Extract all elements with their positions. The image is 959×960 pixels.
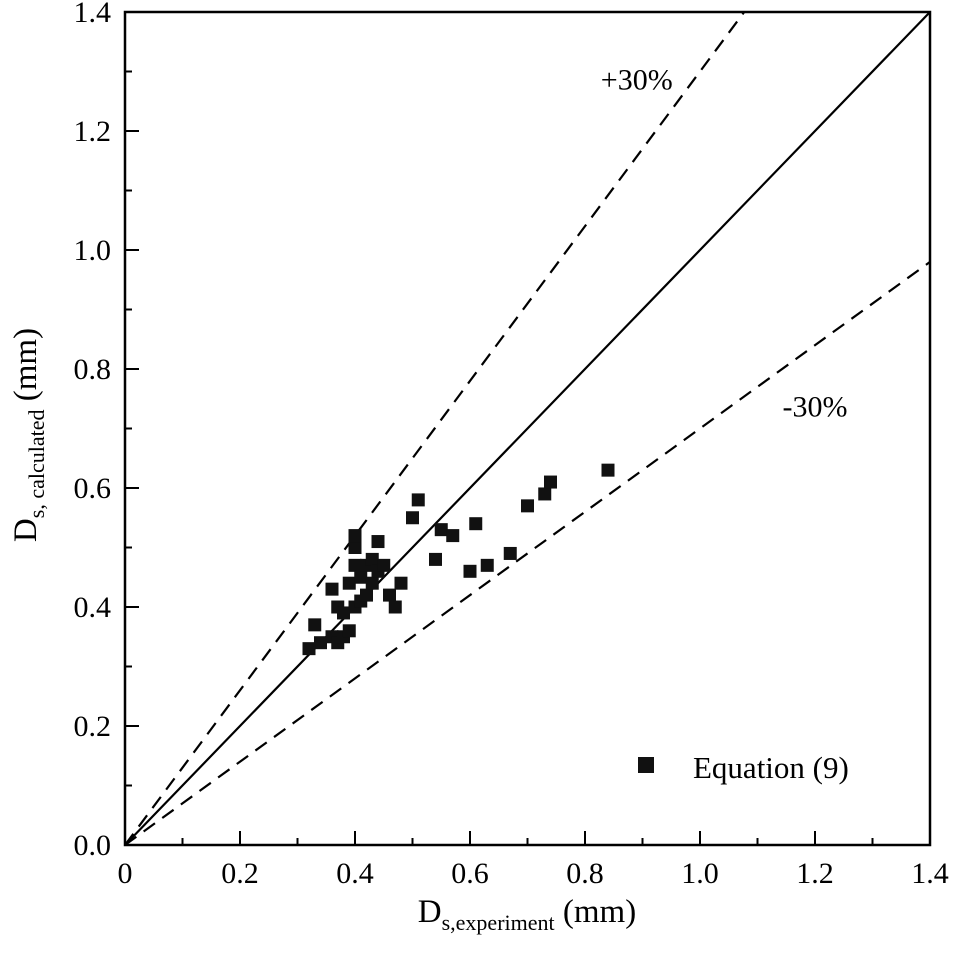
x-tick-label: 0.8 [566,857,604,890]
y-tick-label: 0.6 [74,472,112,505]
data-point [411,493,425,507]
y-axis-label-main: D [8,518,44,542]
axis-ticks [124,11,931,846]
data-point [308,618,322,632]
data-point [434,523,448,537]
y-axis-label-sub: s, calculated [24,410,49,519]
y-tick-label: 1.4 [74,0,112,29]
x-axis-label-rest: (mm) [555,894,637,930]
y-axis-label-rest: (mm) [8,328,44,410]
data-point [544,475,557,489]
legend: Equation (9) [638,750,849,785]
data-point [342,576,356,590]
data-points [302,463,615,656]
data-point [365,552,379,566]
x-tick-label: 0.2 [221,857,259,890]
minus30-line [124,261,931,846]
x-tick-label: 1.2 [796,857,834,890]
data-point [337,606,350,620]
data-point [463,564,477,578]
data-point [365,576,379,590]
data-point [302,642,316,656]
data-point [383,588,396,602]
data-point [480,558,494,572]
data-point [388,600,402,614]
data-point [348,541,362,554]
data-point [503,546,517,560]
data-point [360,588,373,602]
y-tick-label: 0.0 [74,829,112,862]
y-axis-label: Ds, calculated (mm) [8,328,49,542]
x-tick-label: 0.4 [336,857,374,890]
x-axis-label-sub: s,experiment [442,910,555,935]
minus30-label: -30% [783,391,848,424]
data-point [342,624,356,638]
x-tick-label: 0.6 [451,857,489,890]
plus30-line [124,11,746,846]
parity-line [124,11,931,846]
data-point [521,499,534,513]
y-tick-label: 0.8 [74,353,112,386]
y-tick-label: 0.4 [74,591,112,624]
x-tick-label: 0 [118,857,133,890]
data-point [314,636,327,650]
data-point [348,558,362,572]
y-tick-label: 1.2 [74,115,112,148]
data-point [429,552,442,566]
data-point [406,511,419,525]
data-point [469,517,483,531]
axis-tick-labels: 0 0.2 0.4 0.6 0.8 1.0 1.2 1.4 0.0 0.2 0.4 0.6 0.8 1.0… [74,0,949,890]
reference-lines [124,11,931,846]
data-point [377,558,391,572]
x-axis-label: Ds,experiment (mm) [418,894,636,935]
data-point [601,463,615,477]
y-tick-label: 0.2 [74,710,112,743]
legend-marker-square [638,757,654,773]
y-tick-label: 1.0 [74,234,112,267]
legend-label: Equation (9) [693,750,849,785]
annotations: +30% -30% [601,63,848,423]
data-point [348,529,362,543]
x-tick-label: 1.4 [911,857,949,890]
data-point [446,529,460,543]
data-point [325,582,339,596]
plus30-label: +30% [601,63,673,96]
data-point [394,576,408,590]
data-point [354,570,368,584]
x-axis-label-main: D [418,894,442,930]
data-point [371,535,385,549]
x-tick-label: 1.0 [681,857,719,890]
data-point [538,487,552,501]
